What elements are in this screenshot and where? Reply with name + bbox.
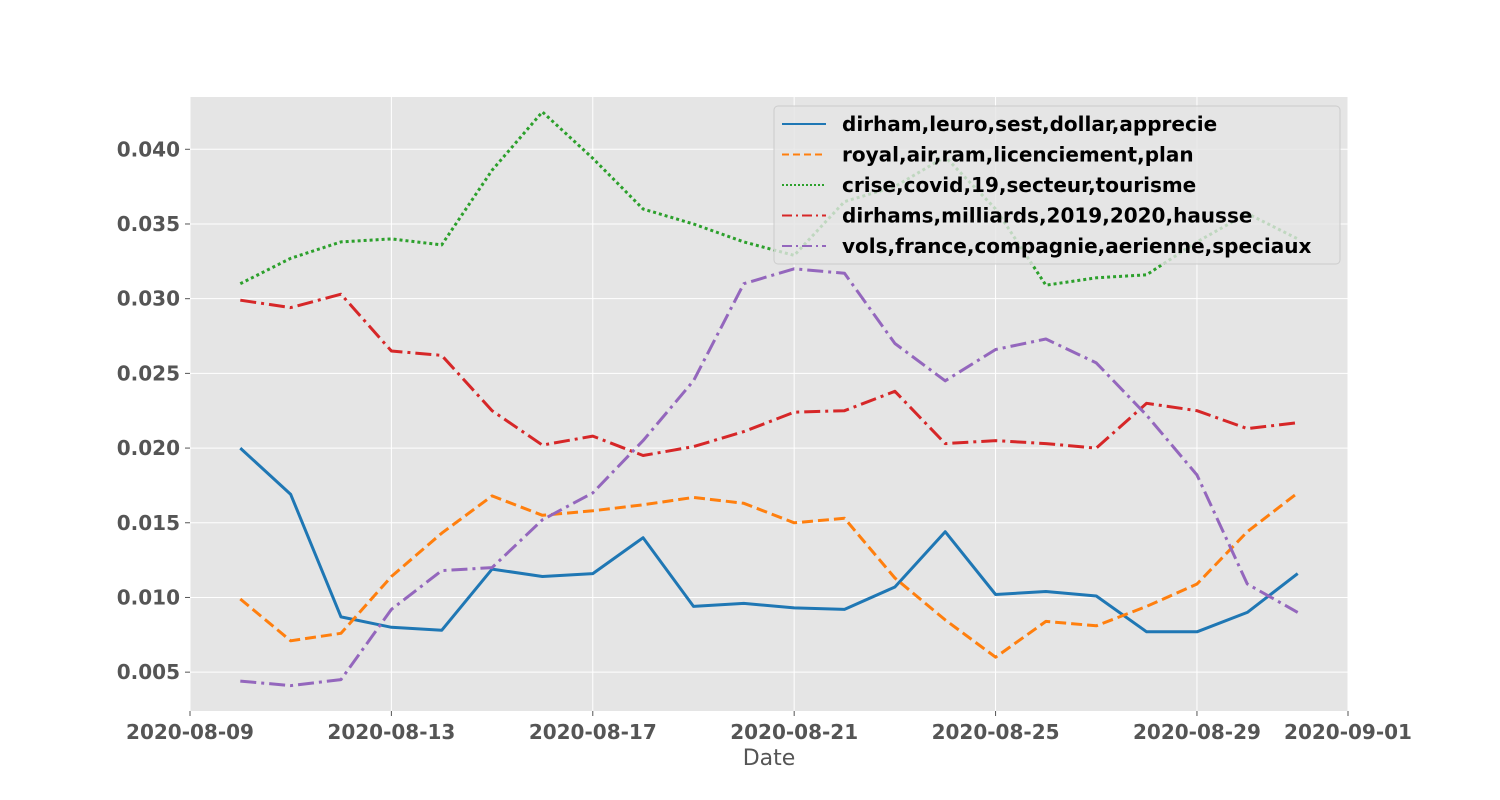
x-tick-label: 2020-09-01 [1284,720,1412,744]
legend-label: dirham,leuro,sest,dollar,apprecie [842,112,1217,136]
legend-box [773,105,1341,265]
x-tick-label: 2020-08-09 [126,720,254,744]
y-axis-ticks: 0.005 0.010 0.015 0.020 0.025 0.030 0.035 0.040 [117,137,190,684]
grid-lines [189,97,1349,711]
legend: dirham,leuro,sest,dollar,apprecie royal,a… [773,105,1341,265]
x-tick-label: 2020-08-17 [529,720,657,744]
y-tick-label: 0.015 [117,511,180,535]
x-tick-label: 2020-08-13 [327,720,455,744]
x-axis-label: Date [743,746,796,771]
y-tick-label: 0.005 [117,660,180,684]
series-line-5 [240,267,1299,688]
series-line-3 [239,110,1299,287]
legend-label: crise,covid,19,secteur,tourisme [842,173,1196,197]
legend-label: royal,air,ram,licenciement,plan [842,143,1194,167]
series-line-4 [240,292,1298,457]
legend-label: dirhams,milliards,2019,2020,hausse [842,204,1252,228]
y-tick-label: 0.020 [117,436,180,460]
x-tick-label: 2020-08-29 [1133,720,1261,744]
y-tick-label: 0.010 [117,585,180,609]
y-tick-label: 0.040 [117,137,180,161]
x-axis-ticks: 2020-08-09 2020-08-13 2020-08-17 2020-08-21… [126,711,1412,744]
series-line-1 [239,446,1299,634]
y-tick-label: 0.030 [117,287,180,311]
x-tick-label: 2020-08-25 [932,720,1060,744]
legend-label: vols,france,compagnie,aerienne,speciaux [842,234,1311,258]
series-lines [239,110,1299,688]
series-line-2 [239,491,1299,659]
y-tick-label: 0.035 [117,212,180,236]
x-tick-label: 2020-08-21 [730,720,858,744]
y-tick-label: 0.025 [117,361,180,385]
